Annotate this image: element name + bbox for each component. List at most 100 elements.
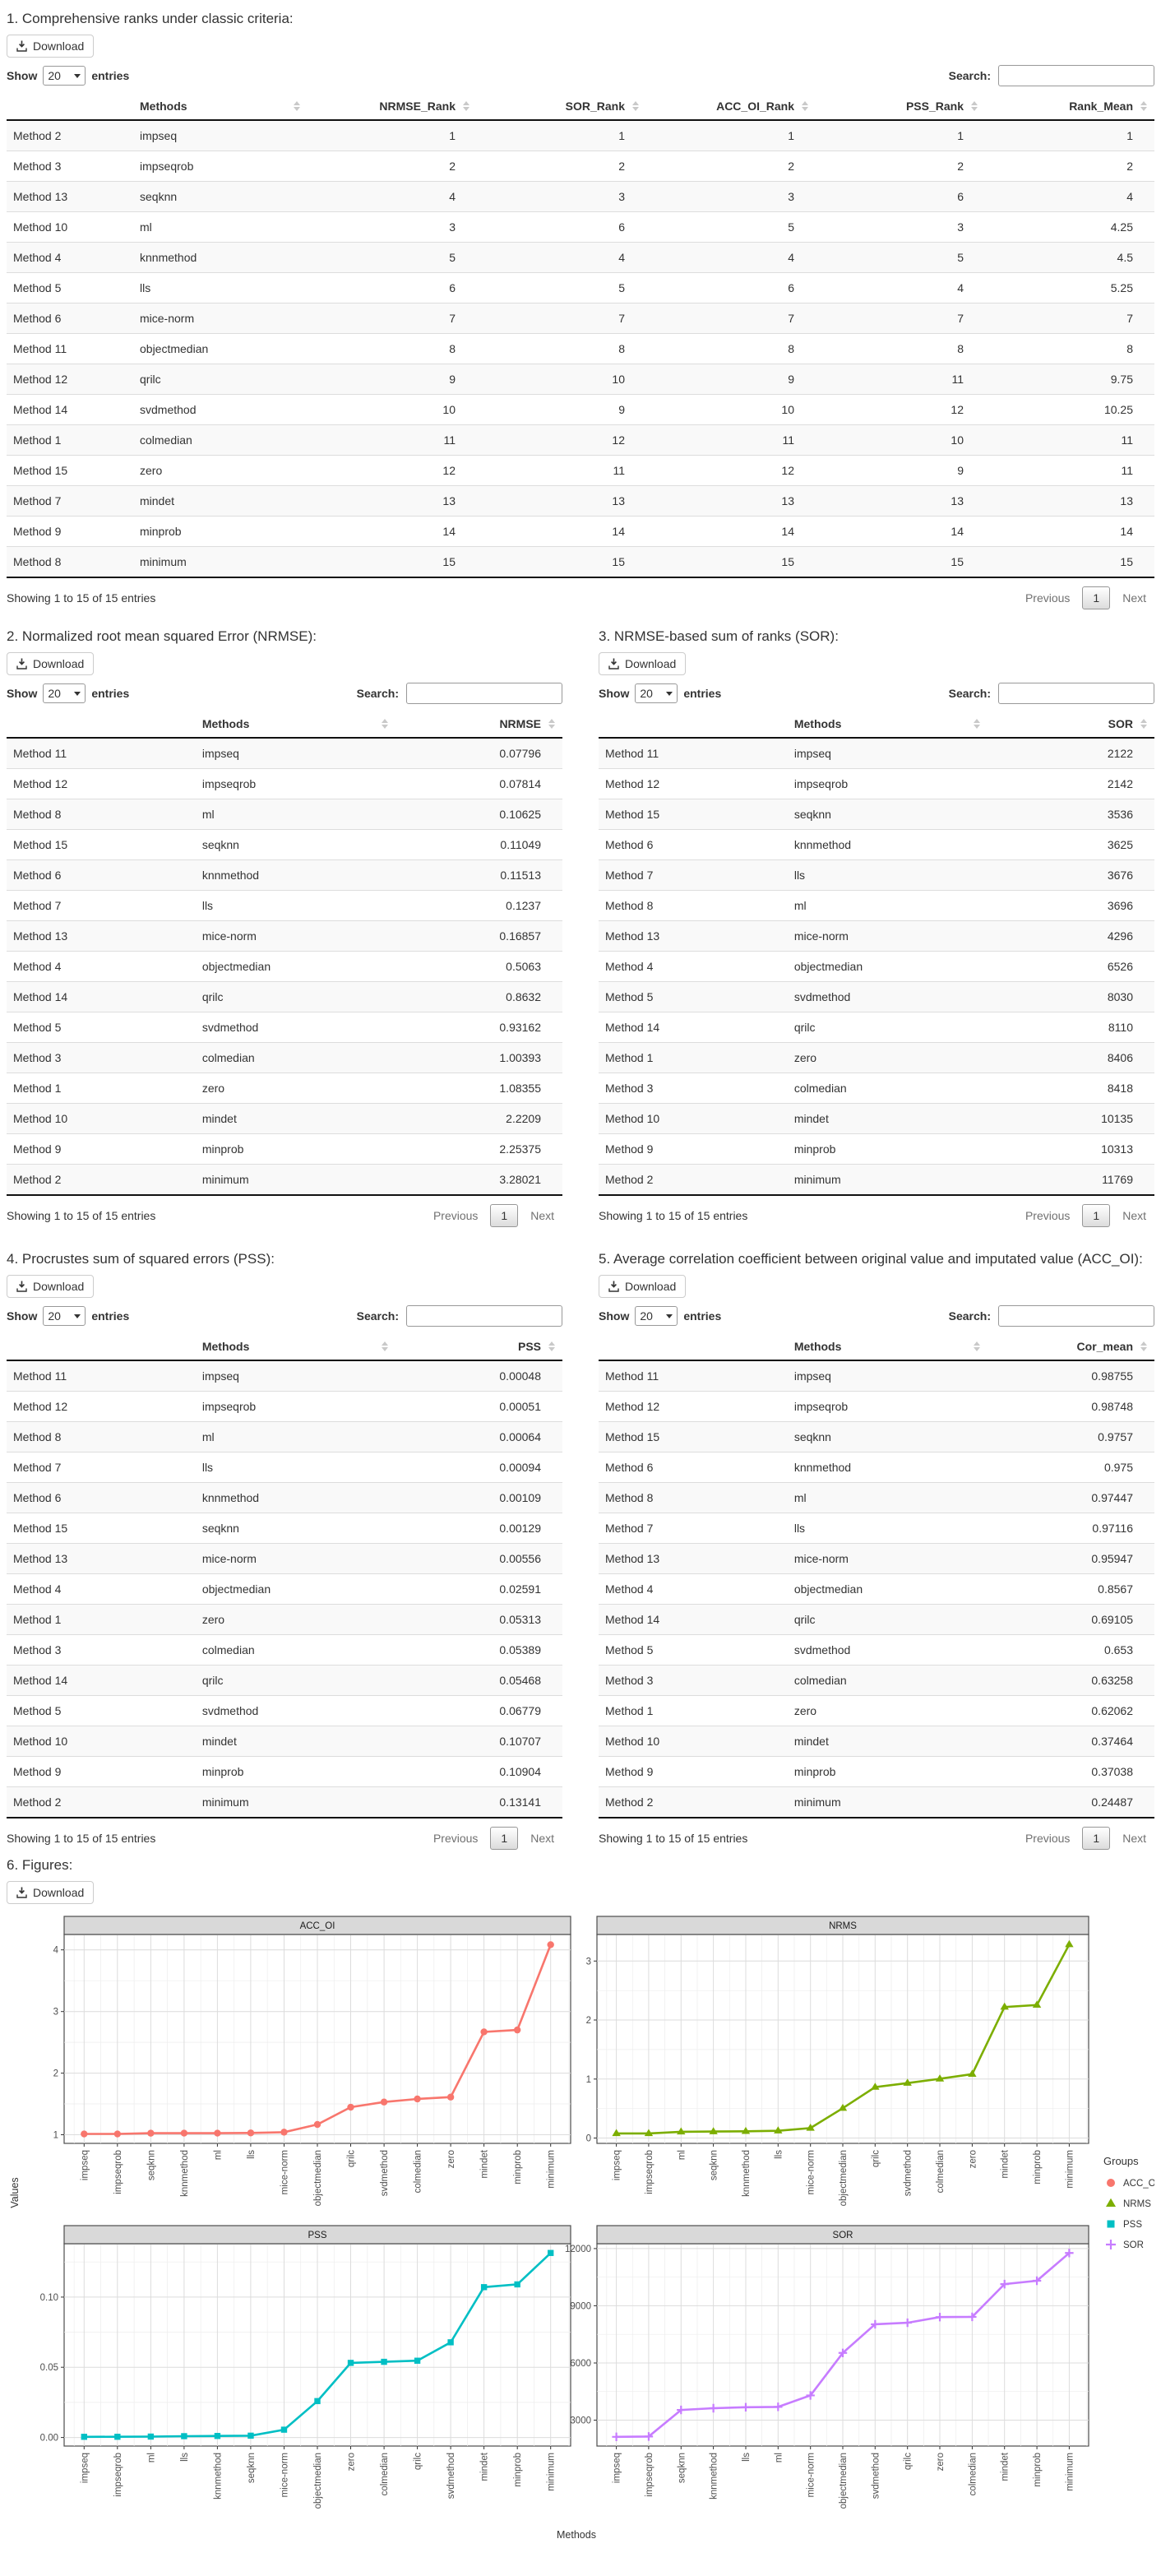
- pagination-previous[interactable]: Previous: [432, 1209, 479, 1222]
- svg-text:qrilc: qrilc: [871, 2150, 881, 2167]
- row-name-cell: Method 10: [7, 211, 133, 243]
- pagination-next[interactable]: Next: [1122, 1209, 1146, 1222]
- grid-major: [64, 1934, 571, 2143]
- row-name-cell: Method 12: [599, 768, 788, 799]
- x-axis-ticks: impseq impseqrob seqknn knnmethod lls ml mice-…: [613, 2446, 1075, 2509]
- row-name-cell: Method 1: [599, 1042, 788, 1073]
- table-row: Method 10 mindet 2.2209: [7, 1103, 562, 1134]
- table-row: Method 3 colmedian 1.00393: [7, 1042, 562, 1073]
- row-name-cell: Method 2: [599, 1164, 788, 1195]
- pagination-page-1[interactable]: 1: [1082, 1204, 1111, 1227]
- search-input[interactable]: [998, 1305, 1154, 1327]
- value-cell: 14: [816, 516, 985, 547]
- pagination-page-1[interactable]: 1: [1082, 1827, 1111, 1850]
- column-header-nrmse_rank[interactable]: NRMSE_Rank: [308, 93, 477, 121]
- value-cell: 13: [816, 485, 985, 517]
- pagination-previous[interactable]: Previous: [1025, 1209, 1071, 1222]
- method-cell: impseqrob: [133, 151, 308, 182]
- row-name-cell: Method 12: [7, 1391, 196, 1422]
- column-header-pss_rank[interactable]: PSS_Rank: [816, 93, 985, 121]
- pagination-page-1[interactable]: 1: [1082, 586, 1111, 609]
- pagination-previous[interactable]: Previous: [432, 1832, 479, 1845]
- column-header-nrmse[interactable]: NRMSE: [395, 711, 562, 739]
- value-cell: 0.653: [988, 1634, 1154, 1666]
- value-cell: 3536: [988, 799, 1154, 830]
- value-cell: 3696: [988, 890, 1154, 921]
- table-row: Method 14 qrilc 0.8632: [7, 981, 562, 1012]
- pagination: Previous 1 Next: [1017, 1827, 1154, 1850]
- show-label: Show: [599, 1309, 630, 1323]
- sort-icon: [548, 1341, 555, 1351]
- value-cell: 2: [985, 151, 1154, 182]
- search-input[interactable]: [998, 65, 1154, 86]
- download-button[interactable]: Download: [599, 652, 687, 675]
- panel-acc-oi: 1 2 3 4 impseq impseqrob seqknn knnmethod ml lls m…: [53, 1916, 571, 2206]
- column-header-methods[interactable]: Methods: [787, 711, 988, 739]
- table-row: Method 12 impseqrob 2142: [599, 768, 1154, 799]
- pagination-previous[interactable]: Previous: [1025, 1832, 1071, 1845]
- column-header-cor_mean[interactable]: Cor_mean: [988, 1333, 1154, 1361]
- table-row: Method 4 knnmethod 5 4 4 5 4.5: [7, 242, 1154, 273]
- row-name-cell: Method 9: [7, 1756, 196, 1787]
- table-row: Method 6 mice-norm 7 7 7 7 7: [7, 303, 1154, 334]
- method-cell: knnmethod: [787, 829, 988, 860]
- table-row: Method 14 qrilc 0.69105: [599, 1604, 1154, 1635]
- pagination-next[interactable]: Next: [530, 1832, 554, 1845]
- y-axis-ticks: 3000 6000 9000 12000: [565, 2245, 597, 2426]
- sort-icon: [382, 719, 389, 729]
- search-input[interactable]: [406, 683, 562, 704]
- pagination-page-1[interactable]: 1: [490, 1204, 519, 1227]
- series-markers-pss: [81, 2249, 554, 2440]
- page-length-select[interactable]: 20: [43, 66, 86, 86]
- download-label: Download: [33, 39, 85, 53]
- search-input[interactable]: [998, 683, 1154, 704]
- value-cell: 0.69105: [988, 1604, 1154, 1635]
- svg-text:seqknn: seqknn: [677, 2453, 687, 2483]
- svg-text:0: 0: [586, 2134, 591, 2144]
- download-button[interactable]: Download: [7, 35, 95, 58]
- search-label: Search:: [948, 687, 991, 700]
- download-button[interactable]: Download: [599, 1275, 687, 1298]
- page-length-select[interactable]: 20: [635, 683, 678, 703]
- column-header-sor_rank[interactable]: SOR_Rank: [477, 93, 646, 121]
- column-header-sor[interactable]: SOR: [988, 711, 1154, 739]
- y-axis-title: Values: [9, 2177, 21, 2208]
- value-cell: 0.05313: [395, 1604, 562, 1635]
- pagination-previous[interactable]: Previous: [1025, 591, 1071, 605]
- row-name-cell: Method 1: [599, 1695, 788, 1726]
- column-header-rank_mean[interactable]: Rank_Mean: [985, 93, 1154, 121]
- column-header-methods[interactable]: Methods: [195, 1333, 396, 1361]
- method-cell: minimum: [787, 1786, 988, 1818]
- page-length-select[interactable]: 20: [43, 683, 86, 703]
- column-header-methods[interactable]: Methods: [195, 711, 396, 739]
- download-button[interactable]: Download: [7, 1881, 95, 1904]
- method-cell: colmedian: [133, 424, 308, 456]
- column-header-pss[interactable]: PSS: [395, 1333, 562, 1361]
- facet-strip-title: PSS: [308, 2231, 326, 2240]
- pagination-page-1[interactable]: 1: [490, 1827, 519, 1850]
- svg-text:0.10: 0.10: [40, 2293, 58, 2303]
- page-length-value: 20: [48, 69, 61, 82]
- value-cell: 15: [985, 546, 1154, 577]
- table-info: Showing 1 to 15 of 15 entries: [599, 1209, 748, 1222]
- page-length-select[interactable]: 20: [43, 1306, 86, 1326]
- row-name-cell: Method 3: [599, 1073, 788, 1104]
- download-button[interactable]: Download: [7, 1275, 95, 1298]
- row-name-cell: Method 13: [599, 920, 788, 952]
- page-length-select[interactable]: 20: [635, 1306, 678, 1326]
- table-row: Method 6 knnmethod 0.975: [599, 1452, 1154, 1483]
- row-name-cell: Method 11: [7, 1360, 196, 1392]
- grid-major: [64, 2244, 571, 2446]
- search-input[interactable]: [406, 1305, 562, 1327]
- svg-text:minprob: minprob: [1033, 2453, 1043, 2487]
- column-header-acc_oi_rank[interactable]: ACC_OI_Rank: [646, 93, 816, 121]
- download-button[interactable]: Download: [7, 652, 95, 675]
- svg-text:knnmethod: knnmethod: [742, 2150, 752, 2197]
- pagination-next[interactable]: Next: [530, 1209, 554, 1222]
- svg-text:colmedian: colmedian: [968, 2453, 978, 2495]
- pagination-next[interactable]: Next: [1122, 591, 1146, 605]
- pagination-next[interactable]: Next: [1122, 1832, 1146, 1845]
- column-header-methods[interactable]: Methods: [787, 1333, 988, 1361]
- table-footer: Showing 1 to 15 of 15 entries Previous 1 Ne…: [7, 586, 1154, 609]
- column-header-methods[interactable]: Methods: [133, 93, 308, 121]
